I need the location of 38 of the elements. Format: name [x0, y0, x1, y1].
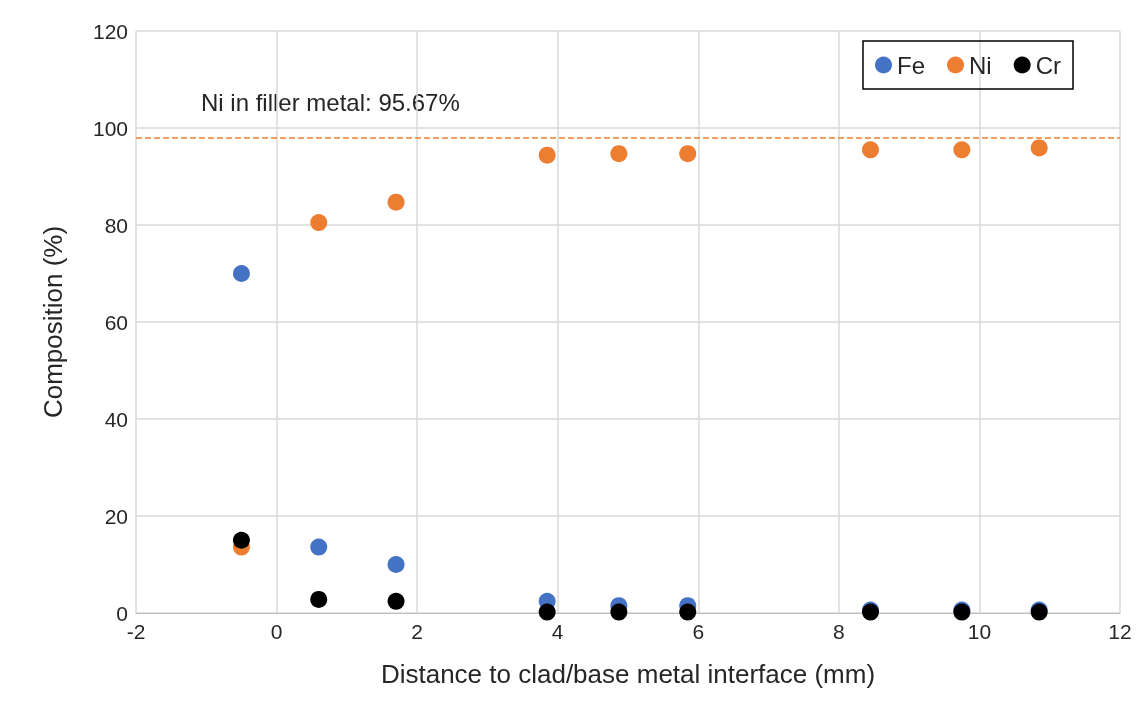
annotation: Ni in filler metal: 95.67% [201, 88, 460, 116]
point [232, 265, 250, 282]
legend-label: Ni [969, 51, 992, 79]
x-tick-label: 2 [411, 620, 423, 643]
point [610, 603, 628, 621]
x-tick-label: 6 [692, 620, 705, 643]
point [862, 141, 879, 159]
legend-label: Cr [1035, 51, 1062, 79]
x-tick-label: 10 [967, 620, 992, 643]
y-axis-title: Composition (%) [38, 225, 68, 419]
x-tick-label: 8 [833, 620, 845, 643]
y-tick-label: 20 [104, 504, 128, 528]
point [232, 531, 250, 549]
point [387, 556, 405, 573]
point [310, 214, 328, 232]
y-tick-label: 80 [104, 213, 128, 237]
point [310, 538, 328, 556]
point [1030, 139, 1048, 157]
x-tick-label: 4 [551, 620, 564, 643]
y-tick-label: 0 [116, 601, 128, 625]
point [610, 145, 628, 163]
x-tick-label: 12 [1108, 620, 1132, 643]
y-tick-label: 100 [92, 116, 128, 140]
point [538, 146, 556, 164]
x-tick-label: 0 [270, 620, 283, 643]
y-tick-label: 60 [104, 310, 128, 334]
point [310, 590, 328, 608]
y-tick-label: 40 [104, 407, 128, 431]
x-axis-title: Distance to clad/base metal interface (mm) [380, 659, 876, 689]
legend-label: Fe [897, 51, 926, 79]
point [679, 145, 697, 163]
point [538, 603, 556, 621]
point [387, 592, 405, 610]
x-tick-label: -2 [126, 620, 146, 643]
point [387, 193, 405, 211]
y-tick-label: 120 [92, 19, 128, 43]
point [679, 603, 697, 621]
point [953, 141, 971, 159]
